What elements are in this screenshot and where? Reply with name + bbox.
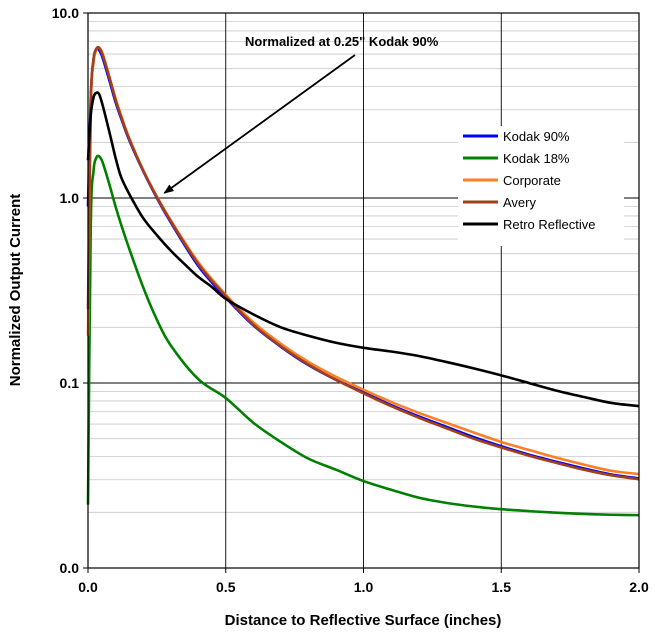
plot-area [86, 12, 640, 569]
x-tick-label: 2.0 [629, 579, 649, 595]
series-line-kodak-18 [86, 154, 640, 517]
y-tick-label: 0.1 [60, 375, 80, 391]
y-tick-label: 10.0 [52, 5, 79, 21]
legend-label-kodak-18: Kodak 18% [503, 151, 570, 166]
x-tick-label: 0.5 [216, 579, 236, 595]
legend: Kodak 90% Kodak 18% Corporate Avery Retro Re… [458, 126, 624, 246]
legend-label-kodak-90: Kodak 90% [503, 129, 570, 144]
x-tick-label: 0.0 [78, 579, 98, 595]
series-line-retro-reflective [86, 91, 640, 408]
legend-label-avery: Avery [503, 195, 536, 210]
annotation-arrow [163, 54, 356, 194]
y-tick-label: 1.0 [60, 190, 80, 206]
series-line-avery [86, 45, 640, 481]
legend-box [458, 126, 624, 246]
legend-label-corporate: Corporate [503, 173, 561, 188]
x-tick-label: 1.0 [354, 579, 374, 595]
y-axis-title: Normalized Output Current [7, 194, 24, 387]
legend-label-retro-reflective: Retro Reflective [503, 217, 595, 232]
x-axis-title: Distance to Reflective Surface (inches) [225, 612, 502, 629]
y-axis-ticks: 0.0 0.1 1.0 10.0 [52, 5, 88, 576]
annotation: Normalized at 0.25" Kodak 90% [163, 34, 439, 194]
x-axis-ticks: 0.0 0.5 1.0 1.5 2.0 [78, 568, 649, 595]
annotation-label: Normalized at 0.25" Kodak 90% [245, 34, 439, 49]
series-lines [86, 45, 640, 517]
x-tick-label: 1.5 [492, 579, 512, 595]
y-tick-label: 0.0 [60, 560, 80, 576]
